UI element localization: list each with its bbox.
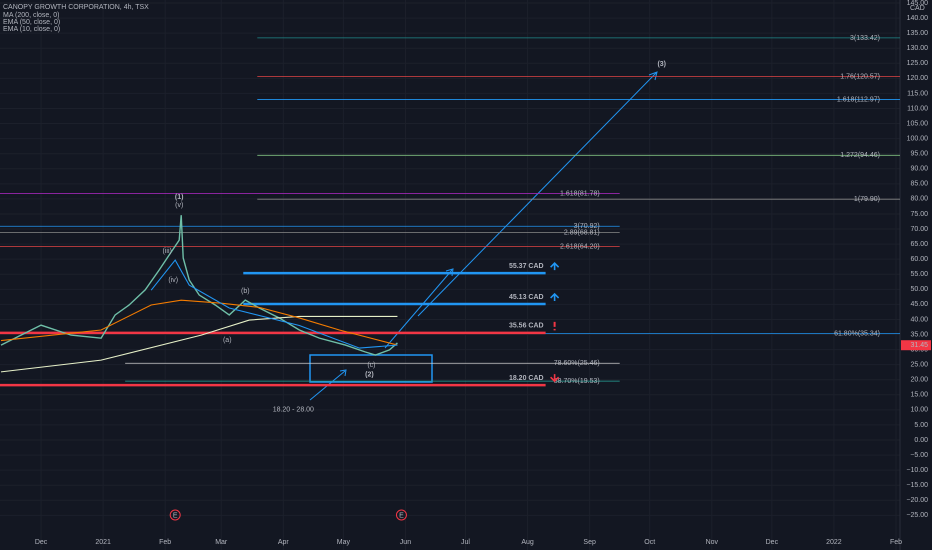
y-tick-label: 75.00 xyxy=(910,211,928,218)
y-tick-label: 115.00 xyxy=(907,90,928,97)
chart-title: CANOPY GROWTH CORPORATION, 4h, TSX xyxy=(3,4,149,11)
fib-label: 1.76(120.57) xyxy=(840,73,880,80)
fib-label: 1.618(81.78) xyxy=(560,190,600,197)
wave-label: (1) xyxy=(175,194,184,201)
x-tick-label: Feb xyxy=(159,539,171,546)
y-tick-label: 90.00 xyxy=(910,166,928,173)
fib-label: 1.618(112.97) xyxy=(837,96,880,103)
y-tick-label: 25.00 xyxy=(910,362,928,369)
y-tick-label: 85.00 xyxy=(910,181,928,188)
x-tick-label: Mar xyxy=(215,539,228,546)
y-tick-label: 120.00 xyxy=(907,75,929,82)
fib-label: 78.60%(25.46) xyxy=(554,360,600,367)
y-tick-label: 50.00 xyxy=(910,286,928,293)
wave-label: (v) xyxy=(175,202,183,209)
y-tick-label: 100.00 xyxy=(907,135,929,142)
y-tick-label: 60.00 xyxy=(910,256,928,263)
wave-label: (iv) xyxy=(168,277,178,284)
last-price-box xyxy=(901,340,931,351)
wave-label: (iii) xyxy=(163,248,172,255)
y-tick-label: 110.00 xyxy=(907,105,928,112)
target-label: 45.13 CAD xyxy=(509,294,544,301)
y-tick-label: 95.00 xyxy=(910,151,928,158)
wave-label: (b) xyxy=(241,288,250,295)
fib-label: 88.70%(19.53) xyxy=(554,378,600,385)
y-tick-label: 15.00 xyxy=(910,392,928,399)
fib-label: 3(70.92) xyxy=(574,223,600,230)
event-label: E xyxy=(399,512,404,519)
up-arrow xyxy=(550,292,560,301)
y-tick-label: 20.00 xyxy=(910,377,928,384)
y-tick-label: 70.00 xyxy=(910,226,928,233)
y-tick-label: 65.00 xyxy=(910,241,928,248)
wave-label: (c) xyxy=(367,362,375,369)
indicator-line xyxy=(150,259,398,349)
legend-entry: MA (200, close, 0) xyxy=(3,12,59,19)
x-tick-label: Nov xyxy=(706,539,719,546)
target-label: 55.37 CAD xyxy=(509,263,544,270)
y-tick-label: 80.00 xyxy=(910,196,928,203)
x-tick-label: May xyxy=(337,539,351,546)
arrow xyxy=(384,269,453,349)
y-tick-label: 130.00 xyxy=(907,45,929,52)
up-arrow xyxy=(550,262,560,271)
target-box xyxy=(309,354,433,383)
wave-label: (2) xyxy=(365,372,374,379)
wave-label: 18.20 - 28.00 xyxy=(273,407,314,414)
wave-label: (a) xyxy=(223,337,232,344)
x-tick-label: Apr xyxy=(278,539,290,546)
last-price-label: 31.45 xyxy=(910,342,928,349)
legend-entry: EMA (10, close, 0) xyxy=(3,26,60,33)
target-label: 18.20 CAD xyxy=(509,375,544,382)
x-tick-label: 2022 xyxy=(826,539,842,546)
y-tick-label: 5.00 xyxy=(914,422,928,429)
fib-label: 1(79.90) xyxy=(854,196,880,203)
axis-unit: CAD xyxy=(910,5,925,12)
event-marker xyxy=(395,509,407,521)
y-tick-label: −5.00 xyxy=(910,452,928,459)
y-tick-label: 45.00 xyxy=(910,301,928,308)
y-tick-label: 125.00 xyxy=(907,60,929,67)
arrow xyxy=(417,72,657,317)
y-tick-label: 55.00 xyxy=(910,271,928,278)
legend-entry: EMA (50, close, 0) xyxy=(3,19,60,26)
arrowhead xyxy=(339,369,347,377)
arrowhead xyxy=(648,71,658,81)
target-label: 35.56 CAD xyxy=(509,323,544,330)
x-tick-label: Dec xyxy=(766,539,779,546)
fib-label: 1.272(94.46) xyxy=(840,152,880,159)
y-tick-label: −20.00 xyxy=(906,497,928,504)
y-tick-label: 40.00 xyxy=(910,316,928,323)
x-tick-label: 2021 xyxy=(95,539,111,546)
fib-label: 61.80%(35.34) xyxy=(834,330,880,337)
x-tick-label: Sep xyxy=(583,539,596,546)
indicator-line xyxy=(0,315,398,373)
fib-label: 2.618(64.20) xyxy=(560,243,600,250)
y-tick-label: −10.00 xyxy=(906,467,928,474)
x-tick-label: Feb xyxy=(890,539,902,546)
x-tick-label: Oct xyxy=(644,539,655,546)
y-tick-label: 105.00 xyxy=(907,120,929,127)
y-tick-label: −25.00 xyxy=(906,512,928,519)
y-tick-label: 135.00 xyxy=(907,30,929,37)
projection-arrows xyxy=(309,71,658,401)
y-tick-label: 35.00 xyxy=(910,331,928,338)
y-tick-label: 10.00 xyxy=(910,407,928,414)
wave-label: (3) xyxy=(657,61,666,68)
event-label: E xyxy=(173,512,178,519)
x-tick-label: Jul xyxy=(461,539,470,546)
x-tick-label: Aug xyxy=(521,539,534,546)
x-tick-label: Jun xyxy=(400,539,411,546)
event-marker xyxy=(169,509,181,521)
y-tick-label: 145.00 xyxy=(907,0,929,7)
y-tick-label: 0.00 xyxy=(914,437,928,444)
y-tick-label: −15.00 xyxy=(906,482,928,489)
y-tick-label: 140.00 xyxy=(907,15,929,22)
down-arrow xyxy=(550,374,560,383)
fib-label: 3(133.42) xyxy=(850,35,880,42)
x-tick-label: Dec xyxy=(35,539,48,546)
fib-label: 2.89(68.81) xyxy=(564,229,600,236)
